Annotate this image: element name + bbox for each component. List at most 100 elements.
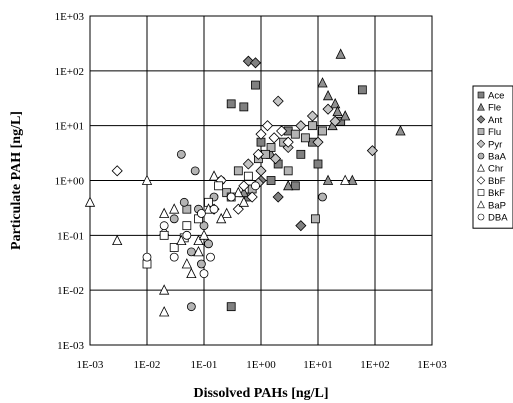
legend-marker-bbf [476,176,486,185]
data-point-bbf [252,148,264,160]
legend-marker-ace [477,91,485,99]
data-point-dba [209,204,219,214]
data-point-bbf [238,180,250,192]
data-point-bbf [268,132,280,144]
data-point-flu [233,166,243,176]
legend-marker [477,91,485,99]
legend-item-bkf: BkF [477,188,505,199]
data-point-fle [347,174,358,185]
data-point-ace [251,80,260,90]
data-point-ace [226,99,236,109]
legend-marker-pyr [476,139,486,148]
legend-label: DBA [488,213,508,224]
y-axis-title: Particulate PAH [ng/L] [9,111,24,250]
legend-marker-flu [477,128,485,135]
data-point-bap [141,174,153,185]
data-point-dba [206,252,215,262]
x-tick-label: 1E-03 [77,359,104,371]
legend-marker [477,102,485,111]
data-point-bkf [169,243,179,252]
data-point-pyr [269,153,282,165]
data-point-chr [193,234,204,246]
legend-marker [476,115,486,124]
legend-item-baa: BaA [477,152,507,163]
legend-marker-bkf [477,189,485,196]
data-point-fle [317,77,328,88]
data-point-chr [208,170,220,181]
legend-item-fle: Fle [477,102,501,114]
data-point-bap [159,207,170,218]
data-point-dba [159,221,169,231]
data-point-bkf [182,221,192,231]
data-point-flu [283,166,293,176]
data-point-baa [176,149,186,159]
legend-label: Pyr [488,139,502,150]
series-pyr [242,95,378,189]
data-point-baa [196,259,206,269]
x-tick-label: 1E+01 [303,359,332,371]
data-point-dba [199,269,209,279]
data-point-bbf [276,125,288,137]
data-point-fle [322,89,334,101]
legend-label: BaA [488,152,507,163]
y-tick-label: 1E+03 [55,11,85,23]
legend-item-ace: Ace [477,91,504,102]
data-point-ace [313,159,323,169]
data-point-dba [182,230,192,240]
legend-marker [477,200,485,209]
data-point-flu [310,214,320,224]
data-points [84,48,406,317]
legend-marker [477,152,485,160]
data-point-pyr [312,136,324,148]
data-point-baa [179,197,189,207]
data-point-dba [169,252,179,262]
y-tick-label: 1E+00 [55,176,85,188]
legend-marker [477,163,485,172]
data-point-fle [332,105,343,117]
data-point-baa [190,166,200,176]
data-point-ant [272,191,284,203]
data-point-pyr [322,103,334,115]
x-tick-label: 1E+00 [246,359,276,371]
legend-item-flu: Flu [477,127,501,138]
legend-marker [477,213,485,221]
legend-item-chr: Chr [477,163,503,175]
legend-marker-chr [477,163,485,172]
data-point-pyr [366,145,378,157]
data-point-bap [193,245,204,257]
data-point-bbf [282,136,294,148]
data-point-flu [266,143,276,152]
x-tick-label: 1E+02 [360,359,389,371]
data-point-pyr [295,120,307,132]
data-point-bap [238,196,249,207]
data-point-pyr [329,115,341,127]
data-point-baa [186,247,196,257]
data-point-chr [181,258,192,269]
series-bbf [111,120,294,215]
data-point-dba [142,252,152,262]
data-point-bap [186,267,197,279]
data-point-chr [340,174,351,185]
legend-marker-bap [477,200,485,209]
data-point-bap [216,212,227,224]
tick-labels: 1E-03 1E-02 1E-01 1E+00 1E+01 1E+02 1E+03 1E-03… [55,11,448,371]
x-axis-title: Dissolved PAHs [ng/L] [193,386,328,401]
data-point-ace [226,302,236,312]
data-point-flu [300,133,310,143]
legend-marker [477,128,485,135]
data-point-bap [176,234,187,246]
y-tick-label: 1E-01 [57,230,84,242]
data-point-bkf [243,171,253,181]
legend-label: Fle [488,103,501,114]
data-point-chr [198,229,210,240]
legend-label: BaP [488,200,506,211]
legend-item-dba: DBA [477,213,508,224]
data-point-dba [226,192,236,202]
legend-marker-ant [476,115,486,124]
data-point-fle [335,48,346,59]
legend-item-bap: BaP [477,200,506,211]
grid [89,15,433,346]
legend-label: BkF [488,188,505,199]
